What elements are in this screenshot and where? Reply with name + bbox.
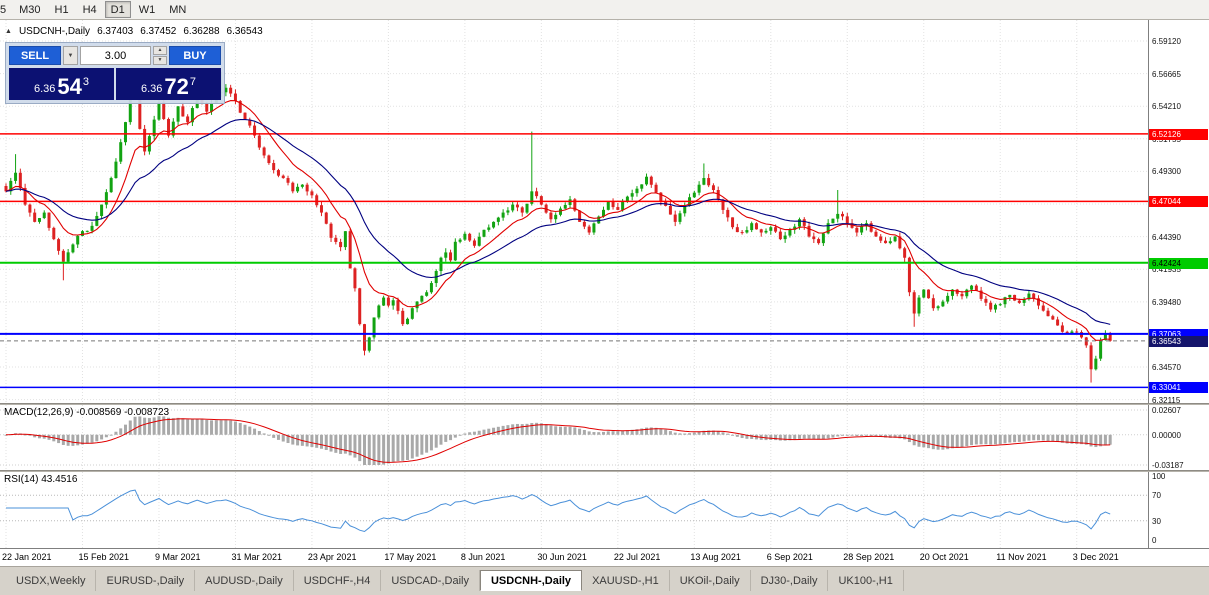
date-label: 20 Oct 2021 (919, 552, 969, 562)
sell-button[interactable]: SELL (9, 46, 61, 65)
level-price-badge: 6.33041 (1149, 382, 1208, 394)
one-click-collapse-icon[interactable]: ▲ (5, 28, 12, 35)
macd-chart (0, 405, 1148, 470)
price-tick-label: 6.41935 (1152, 265, 1181, 275)
chart-tab-ukoil-daily[interactable]: UKOil-,Daily (670, 570, 751, 591)
date-label: 31 Mar 2021 (231, 552, 282, 562)
macd-tick-label: 0.00000 (1152, 430, 1181, 440)
chart-tab-usdcnh-daily[interactable]: USDCNH-,Daily (479, 570, 583, 591)
rsi-tick-label: 30 (1152, 516, 1161, 526)
level-price-badge: 6.37063 (1149, 328, 1208, 340)
timeframe-button-h1[interactable]: H1 (54, 3, 69, 16)
chart-tab-xauusd-h1[interactable]: XAUUSD-,H1 (582, 570, 670, 591)
sell-price-prefix: 6.36 (33, 83, 56, 95)
chart-tab-dj30-daily[interactable]: DJ30-,Daily (751, 570, 829, 591)
main-chart-panel: ▲ USDCNH-,Daily 6.37403 6.37452 6.36288 … (0, 20, 1209, 403)
chart-plot-area[interactable]: ▲ USDCNH-,Daily 6.37403 6.37452 6.36288 … (0, 20, 1149, 403)
volume-dropdown-icon[interactable]: ▼ (63, 46, 78, 65)
timeframe-button-w1[interactable]: W1 (138, 3, 156, 16)
date-label: 13 Aug 2021 (690, 552, 741, 562)
date-label: 23 Apr 2021 (307, 552, 357, 562)
buy-price-main: 72 (164, 74, 189, 99)
level-price-badge: 6.42424 (1149, 257, 1208, 269)
timeframe-toolbar: 5 M30 H1 H4 D1 W1 MN (0, 0, 1209, 20)
ohlc-open-value: 6.37403 (97, 26, 134, 37)
price-tick-label: 6.44390 (1152, 232, 1181, 242)
chart-tab-eurusd-daily[interactable]: EURUSD-,Daily (96, 570, 196, 591)
chart-info-bar: ▲ USDCNH-,Daily 6.37403 6.37452 6.36288 … (5, 26, 263, 37)
price-tick-label: 6.39480 (1152, 297, 1181, 307)
chart-symbol-label: USDCNH-,Daily (18, 26, 91, 37)
price-tick-label: 6.34570 (1152, 363, 1181, 373)
rsi-plot-area[interactable]: RSI(14) 43.4516 (0, 472, 1149, 548)
one-click-trading-panel: SELL ▼ 3.00 ▲ ▼ BUY 6.36 54 3 (5, 42, 225, 104)
chart-tab-usdcad-daily[interactable]: USDCAD-,Daily (381, 570, 480, 591)
volume-stepper[interactable]: ▲ ▼ (153, 46, 167, 65)
candlestick-chart (0, 20, 1148, 403)
buy-price-prefix: 6.36 (140, 83, 163, 95)
price-axis[interactable]: 6.591206.566656.542106.517556.493006.468… (1149, 20, 1209, 403)
timeframe-button-mn[interactable]: MN (169, 3, 187, 16)
panel-splitter[interactable] (0, 403, 1209, 405)
ohlc-low-value: 6.36288 (183, 26, 220, 37)
date-label: 6 Sep 2021 (766, 552, 813, 562)
date-label: 9 Mar 2021 (154, 552, 201, 562)
timeframe-button-h4[interactable]: H4 (82, 3, 97, 16)
timeframe-button-m30[interactable]: M30 (19, 3, 41, 16)
macd-plot-area[interactable]: MACD(12,26,9) -0.008569 -0.008723 (0, 405, 1149, 470)
sell-price-display[interactable]: 6.36 54 3 (9, 68, 114, 100)
timeframe-button-d1[interactable]: D1 (104, 1, 131, 18)
level-price-badge: 6.52126 (1149, 128, 1208, 140)
date-label: 3 Dec 2021 (1072, 552, 1119, 562)
price-tick-label: 6.32115 (1152, 395, 1181, 403)
date-label: 22 Jan 2021 (2, 552, 52, 562)
chart-tab-usdchf-h4[interactable]: USDCHF-,H4 (294, 570, 382, 591)
bid-price-badge: 6.36543 (1149, 335, 1208, 347)
sell-price-pipette: 3 (82, 76, 90, 88)
rsi-tick-label: 100 (1152, 472, 1166, 481)
chart-tabs-bar: USDX,Weekly EURUSD-,Daily AUDUSD-,Daily USD… (0, 566, 1209, 595)
macd-value-axis[interactable]: 0.02607 0.00000 -0.03187 (1149, 405, 1209, 470)
date-label: 22 Jul 2021 (613, 552, 661, 562)
date-label: 11 Nov 2021 (996, 552, 1047, 562)
ohlc-high-value: 6.37452 (140, 26, 177, 37)
macd-indicator-panel: MACD(12,26,9) -0.008569 -0.008723 0.0260… (0, 405, 1209, 470)
rsi-label: RSI(14) 43.4516 (4, 474, 78, 485)
rsi-chart (0, 472, 1148, 548)
chart-tab-uk100-h1[interactable]: UK100-,H1 (828, 570, 904, 591)
chart-tab-audusd-daily[interactable]: AUDUSD-,Daily (195, 570, 294, 591)
rsi-indicator-panel: RSI(14) 43.4516 100 70 30 0 (0, 472, 1209, 548)
buy-button[interactable]: BUY (169, 46, 221, 65)
date-label: 15 Feb 2021 (78, 552, 130, 562)
time-axis[interactable]: 22 Jan 2021 15 Feb 2021 9 Mar 2021 31 Mar 2… (0, 548, 1209, 566)
date-label: 8 Jun 2021 (460, 552, 506, 562)
chart-tab-usdx-weekly[interactable]: USDX,Weekly (6, 570, 97, 591)
timeframe-button-5[interactable]: 5 (0, 3, 7, 16)
macd-tick-label: 0.02607 (1152, 406, 1181, 415)
volume-step-down-icon[interactable]: ▼ (153, 56, 167, 65)
panel-splitter[interactable] (0, 470, 1209, 472)
price-tick-label: 6.56665 (1152, 69, 1181, 79)
sell-price-main: 54 (57, 74, 82, 99)
rsi-tick-label: 70 (1152, 491, 1161, 501)
price-tick-label: 6.49300 (1152, 167, 1181, 177)
date-label: 30 Jun 2021 (537, 552, 587, 562)
date-label: 17 May 2021 (384, 552, 437, 562)
macd-tick-label: -0.03187 (1152, 461, 1184, 470)
buy-price-pipette: 7 (189, 76, 197, 88)
ohlc-close-value: 6.36543 (226, 26, 263, 37)
buy-price-display[interactable]: 6.36 72 7 (116, 68, 221, 100)
volume-input[interactable]: 3.00 (80, 46, 151, 65)
rsi-tick-label: 0 (1152, 536, 1157, 545)
price-tick-label: 6.59120 (1152, 36, 1181, 46)
date-label: 28 Sep 2021 (843, 552, 895, 562)
macd-label: MACD(12,26,9) -0.008569 -0.008723 (4, 407, 170, 418)
volume-step-up-icon[interactable]: ▲ (153, 46, 167, 55)
rsi-value-axis[interactable]: 100 70 30 0 (1149, 472, 1209, 548)
level-price-badge: 6.47044 (1149, 196, 1208, 208)
price-tick-label: 6.54210 (1152, 102, 1181, 112)
